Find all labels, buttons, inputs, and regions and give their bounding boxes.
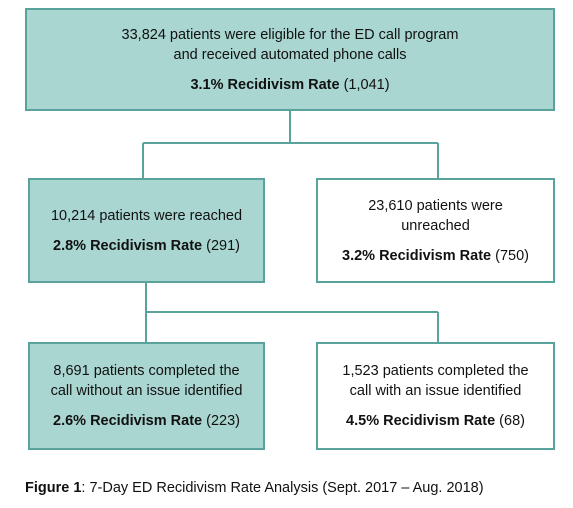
node-text: 8,691 patients completed the xyxy=(53,363,240,379)
rate: 4.5% Recidivism Rate xyxy=(346,413,496,429)
node-text: unreached xyxy=(401,217,470,234)
caption: Figure 1: 7-Day ED Recidivism Rate Analy… xyxy=(25,480,484,496)
count: (291) xyxy=(206,237,240,254)
caption-label: Figure 1 xyxy=(25,480,82,496)
rate: 2.6% Recidivism Rate xyxy=(53,413,203,429)
node-box: 33,824 patients were eligible for the ED… xyxy=(25,8,555,111)
rate: 3.1% Recidivism Rate xyxy=(190,76,340,93)
node-box: 8,691 patients completed the call withou… xyxy=(28,342,265,450)
count: (223) xyxy=(206,413,240,429)
count: (68) xyxy=(499,413,525,429)
node-text: 33,824 patients were eligible for the ED… xyxy=(121,26,459,43)
node-text: and received automated phone calls xyxy=(173,46,407,63)
caption-text: : 7-Day ED Recidivism Rate Analysis (Sep… xyxy=(81,480,484,496)
node-box: 1,523 patients completed the call with a… xyxy=(316,342,555,450)
node-text: call without an issue identified xyxy=(50,383,243,399)
node-text: 23,610 patients were xyxy=(368,197,503,214)
connector xyxy=(142,110,439,178)
node-box: 23,610 patients were unreached 3.2% Reci… xyxy=(316,178,555,283)
connector xyxy=(145,283,439,342)
node-text: call with an issue identified xyxy=(349,383,522,399)
rate: 3.2% Recidivism Rate xyxy=(342,247,492,264)
count: (750) xyxy=(495,247,529,264)
count: (1,041) xyxy=(343,76,390,93)
node-text: 10,214 patients were reached xyxy=(50,207,243,224)
node-text: 1,523 patients completed the xyxy=(342,363,529,379)
node-box: 10,214 patients were reached 2.8% Recidi… xyxy=(28,178,265,283)
rate: 2.8% Recidivism Rate xyxy=(53,237,203,254)
